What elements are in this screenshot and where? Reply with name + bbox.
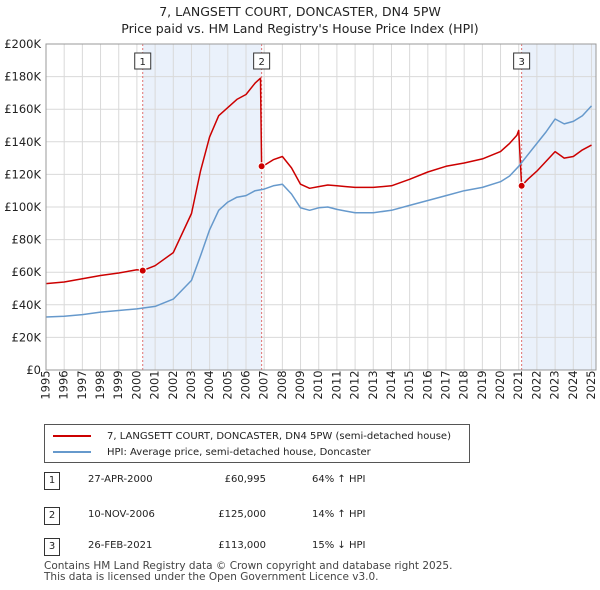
transaction-price: £60,995: [224, 474, 266, 485]
x-tick-label: 2012: [348, 370, 362, 399]
transaction-row-3: 3 26-FEB-2021 £113,000 15% ↓ HPI: [44, 538, 384, 556]
hpi-line: [45, 105, 593, 318]
sale-label-box-1: [134, 52, 152, 70]
transaction-row-2: 2 10-NOV-2006 £125,000 14% ↑ HPI: [44, 507, 384, 525]
sale-point-1: [138, 266, 147, 275]
transaction-date: 10-NOV-2006: [88, 509, 155, 520]
x-tick-label: 2006: [239, 370, 253, 399]
transaction-price: £113,000: [218, 540, 266, 551]
transaction-price: £125,000: [218, 509, 266, 520]
x-tick-label: 2022: [529, 370, 543, 399]
sale-label-box-3: [513, 52, 531, 70]
x-tick-label: 2000: [129, 370, 143, 399]
transaction-date: 27-APR-2000: [88, 474, 153, 485]
legend-swatch-hpi: [53, 451, 91, 453]
transaction-number: 2: [44, 507, 60, 525]
x-tick-label: 2017: [439, 370, 453, 399]
legend-label-property: 7, LANGSETT COURT, DONCASTER, DN4 5PW (s…: [107, 430, 451, 442]
x-tick-label: 1998: [93, 370, 107, 399]
legend-item-property: 7, LANGSETT COURT, DONCASTER, DN4 5PW (s…: [53, 428, 451, 444]
sale-label-3: 3: [518, 57, 524, 68]
x-tick-label: 1995: [39, 370, 53, 399]
y-tick-label: £100K: [4, 200, 41, 214]
x-tick-label: 2013: [366, 370, 380, 399]
transaction-number: 1: [44, 472, 60, 490]
transaction-hpi-change: 64% ↑ HPI: [312, 474, 366, 485]
y-tick-label: £120K: [4, 167, 41, 181]
transaction-hpi-change: 14% ↑ HPI: [312, 509, 366, 520]
legend-label-hpi: HPI: Average price, semi-detached house,…: [107, 446, 371, 458]
sale-point-2: [257, 162, 266, 171]
footer-license: This data is licensed under the Open Gov…: [44, 571, 379, 583]
legend-swatch-property: [53, 435, 91, 437]
sale-label-1: 1: [140, 57, 146, 68]
footer-copyright: Contains HM Land Registry data © Crown c…: [44, 560, 453, 572]
x-tick-label: 2009: [293, 370, 307, 399]
x-tick-label: 2025: [584, 370, 598, 399]
y-tick-label: £180K: [4, 70, 41, 84]
x-tick-label: 2021: [511, 370, 525, 399]
x-tick-label: 1999: [111, 370, 125, 399]
sale-point-3: [517, 181, 526, 190]
x-tick-label: 2003: [184, 370, 198, 399]
property-price-line: [45, 77, 592, 285]
price-chart: 1 2 3 £0 £20K £40K £60K £80K £100K £120K £140K £160…: [4, 37, 598, 400]
chart-title: 7, LANGSETT COURT, DONCASTER, DN4 5PW: [159, 4, 441, 19]
x-tick-label: 2019: [475, 370, 489, 399]
y-tick-label: £160K: [4, 102, 41, 116]
x-tick-label: 2002: [166, 370, 180, 399]
x-tick-label: 2023: [548, 370, 562, 399]
y-tick-label: £0: [26, 363, 41, 377]
x-tick-label: 2024: [566, 370, 580, 399]
legend-item-hpi: HPI: Average price, semi-detached house,…: [53, 444, 371, 460]
x-tick-label: 2005: [220, 370, 234, 399]
x-tick-label: 2014: [384, 370, 398, 399]
transaction-row-1: 1 27-APR-2000 £60,995 64% ↑ HPI: [44, 472, 384, 490]
x-tick-label: 2011: [329, 370, 343, 399]
y-tick-label: £200K: [4, 37, 41, 51]
x-tick-label: 1997: [75, 370, 89, 399]
x-tick-label: 2001: [148, 370, 162, 399]
x-tick-label: 2015: [402, 370, 416, 399]
y-tick-label: £80K: [12, 233, 42, 247]
x-tick-label: 2016: [420, 370, 434, 399]
x-tick-label: 2004: [202, 370, 216, 399]
y-tick-label: £20K: [12, 330, 42, 344]
transaction-number: 3: [44, 538, 60, 556]
sale-label-box-2: [253, 52, 271, 70]
sale-label-2: 2: [258, 57, 264, 68]
x-tick-label: 2010: [311, 370, 325, 399]
chart-subtitle: Price paid vs. HM Land Registry's House …: [121, 21, 479, 36]
footer-attribution: Contains HM Land Registry data © Crown c…: [44, 561, 452, 583]
plot-border: [45, 43, 597, 371]
x-tick-label: 2007: [257, 370, 271, 399]
y-tick-label: £40K: [12, 298, 42, 312]
y-tick-label: £140K: [4, 135, 41, 149]
x-tick-label: 2008: [275, 370, 289, 399]
x-tick-label: 1996: [57, 370, 71, 399]
transaction-date: 26-FEB-2021: [88, 540, 153, 551]
chart-legend: 7, LANGSETT COURT, DONCASTER, DN4 5PW (s…: [44, 424, 470, 463]
x-tick-label: 2018: [457, 370, 471, 399]
transaction-hpi-change: 15% ↓ HPI: [312, 540, 366, 551]
x-tick-label: 2020: [493, 370, 507, 399]
y-tick-label: £60K: [12, 265, 42, 279]
